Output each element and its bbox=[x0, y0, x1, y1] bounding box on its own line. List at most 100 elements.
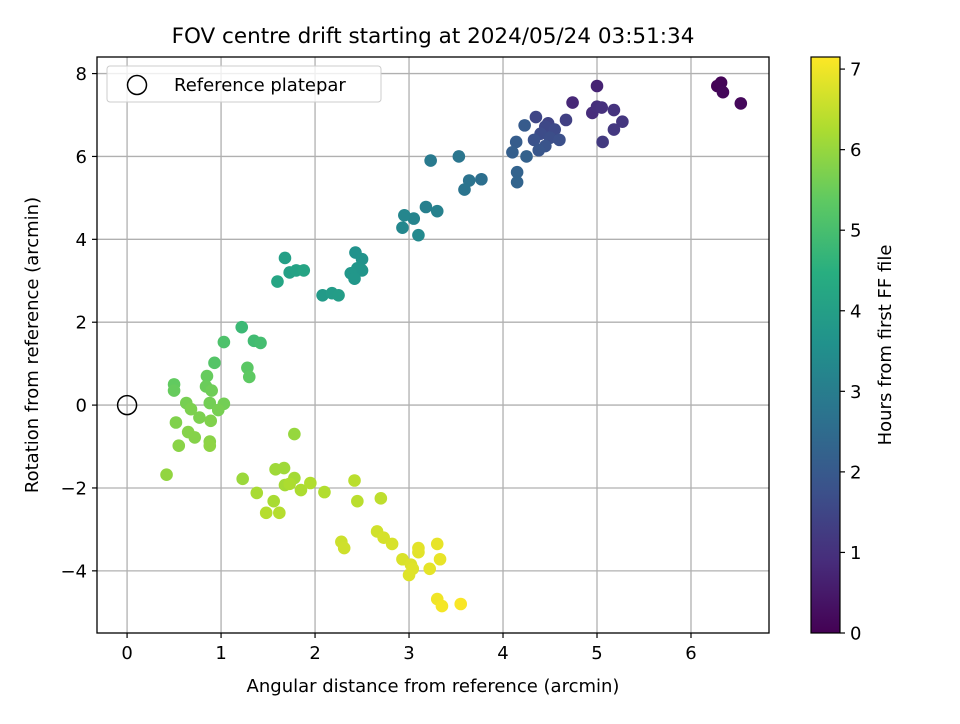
plot-frame bbox=[96, 56, 770, 634]
data-point bbox=[203, 396, 217, 410]
data-point bbox=[374, 492, 388, 505]
reference-platepar-point bbox=[116, 394, 138, 416]
colorbar-tick-label: 4 bbox=[850, 301, 861, 322]
colorbar-tick-label: 7 bbox=[850, 60, 861, 81]
data-point bbox=[510, 165, 524, 179]
data-point bbox=[433, 552, 447, 566]
data-point bbox=[208, 356, 221, 370]
data-point bbox=[236, 472, 249, 486]
data-point bbox=[254, 336, 267, 350]
data-point bbox=[172, 439, 186, 452]
data-point bbox=[250, 486, 264, 500]
colorbar-tick-label: 1 bbox=[850, 543, 861, 564]
data-point bbox=[351, 494, 364, 508]
data-point bbox=[160, 468, 173, 482]
x-tick-label: 4 bbox=[497, 643, 508, 664]
data-point bbox=[714, 76, 728, 89]
data-point bbox=[167, 384, 181, 397]
data-point bbox=[734, 97, 748, 110]
legend-reference-marker bbox=[126, 74, 148, 96]
colorbar-tick-label: 2 bbox=[850, 462, 861, 483]
data-point bbox=[430, 204, 444, 218]
data-point bbox=[242, 370, 256, 384]
data-point bbox=[348, 474, 361, 487]
y-axis: −4 −2 0 2 4 6 8 bbox=[60, 64, 97, 582]
y-axis-label: Rotation from reference (arcmin) bbox=[22, 197, 43, 493]
x-tick-label: 1 bbox=[215, 643, 226, 664]
data-point bbox=[203, 439, 217, 452]
data-point bbox=[277, 461, 291, 475]
data-point bbox=[235, 320, 249, 334]
data-point bbox=[294, 483, 308, 497]
x-tick-label: 5 bbox=[591, 643, 602, 664]
colorbar-ticks: 0 1 2 3 4 5 6 7 bbox=[840, 60, 861, 645]
data-point bbox=[452, 150, 466, 163]
data-point bbox=[259, 506, 273, 520]
data-point bbox=[430, 537, 444, 551]
data-point bbox=[283, 477, 296, 491]
colorbar-label: Hours from first FF file bbox=[875, 245, 896, 446]
colorbar: 0 1 2 3 4 5 6 7 Hours from first FF file bbox=[810, 56, 896, 645]
data-point bbox=[318, 485, 331, 499]
data-point bbox=[267, 494, 280, 508]
data-point bbox=[529, 110, 543, 124]
data-point bbox=[217, 335, 231, 349]
data-point bbox=[553, 133, 566, 147]
y-tick-label: 6 bbox=[76, 147, 87, 168]
data-point bbox=[204, 414, 218, 428]
data-point bbox=[200, 369, 214, 383]
data-point bbox=[527, 133, 541, 147]
legend: Reference platepar bbox=[106, 65, 382, 103]
data-point bbox=[355, 264, 369, 277]
data-point bbox=[596, 135, 609, 149]
data-point bbox=[423, 562, 437, 576]
data-point bbox=[518, 119, 531, 132]
data-point bbox=[205, 384, 218, 397]
data-point bbox=[716, 85, 730, 99]
data-point bbox=[188, 431, 202, 444]
data-point bbox=[398, 208, 411, 222]
data-point bbox=[348, 272, 361, 285]
data-point bbox=[385, 537, 399, 551]
legend-label: Reference platepar bbox=[174, 75, 346, 96]
data-point bbox=[510, 175, 524, 189]
colorbar-tick-label: 6 bbox=[850, 140, 861, 161]
data-point bbox=[509, 135, 523, 149]
data-point bbox=[419, 200, 433, 214]
y-tick-label: −2 bbox=[60, 478, 87, 499]
data-point bbox=[396, 221, 409, 235]
data-point bbox=[607, 123, 621, 136]
data-point bbox=[412, 541, 425, 555]
y-tick-label: 2 bbox=[76, 313, 87, 334]
x-axis: 0 1 2 3 4 5 6 bbox=[121, 633, 697, 664]
y-tick-label: −4 bbox=[60, 561, 87, 582]
data-point bbox=[595, 101, 609, 114]
data-point bbox=[566, 96, 579, 109]
data-point bbox=[454, 597, 468, 611]
data-point bbox=[406, 562, 420, 576]
data-point bbox=[475, 172, 488, 186]
data-point bbox=[273, 506, 286, 520]
data-point bbox=[435, 599, 449, 613]
y-tick-label: 8 bbox=[76, 64, 87, 85]
data-point bbox=[412, 228, 425, 242]
data-point bbox=[297, 264, 311, 277]
y-tick-label: 4 bbox=[76, 230, 87, 251]
data-point bbox=[271, 275, 284, 288]
data-point bbox=[424, 154, 437, 167]
data-point bbox=[288, 427, 301, 441]
data-points bbox=[116, 76, 748, 613]
data-point bbox=[193, 411, 206, 424]
colorbar-gradient bbox=[810, 56, 841, 634]
chart-title: FOV centre drift starting at 2024/05/24 … bbox=[172, 24, 695, 49]
data-point bbox=[169, 416, 183, 429]
data-point bbox=[616, 115, 629, 128]
data-point bbox=[304, 476, 317, 490]
data-point bbox=[278, 251, 292, 265]
data-point bbox=[458, 183, 471, 196]
data-point bbox=[607, 103, 621, 117]
x-axis-label: Angular distance from reference (arcmin) bbox=[247, 676, 620, 697]
x-tick-label: 6 bbox=[685, 643, 696, 664]
data-point bbox=[337, 541, 351, 555]
